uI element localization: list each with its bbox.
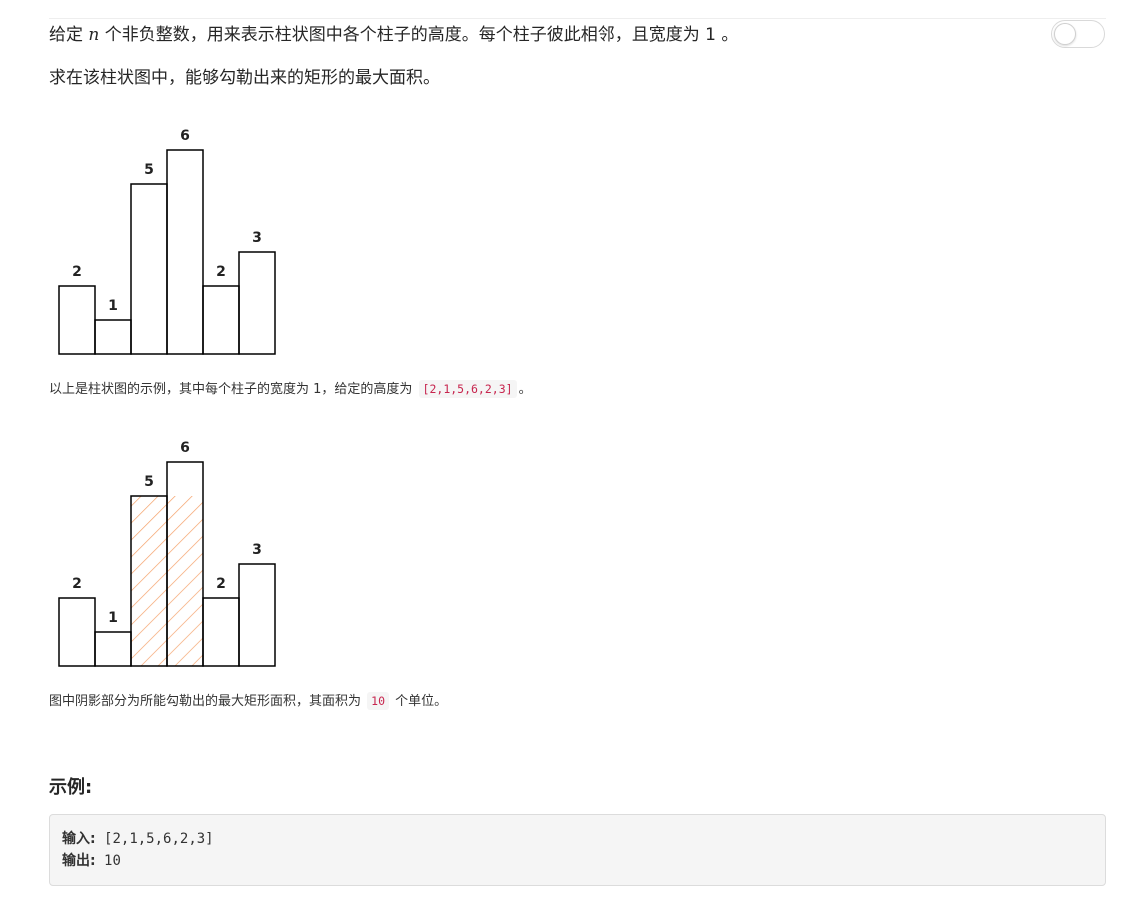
caption-2: 图中阴影部分为所能勾勒出的最大矩形面积，其面积为 10 个单位。 <box>49 691 447 712</box>
bar-1 <box>58 597 96 667</box>
input-label: 输入: <box>62 831 96 847</box>
bar-label-4: 6 <box>180 128 190 144</box>
bar-label-5: 2 <box>216 576 226 592</box>
output-label: 输出: <box>62 853 96 869</box>
bar-label-5: 2 <box>216 264 226 280</box>
bar-label-4: 6 <box>180 440 190 456</box>
bar-1 <box>58 285 96 355</box>
bar-6 <box>238 251 276 355</box>
histogram-figure-1: 2 1 5 6 2 3 <box>49 106 289 358</box>
bar-2 <box>94 319 132 355</box>
histogram-chart-1: 2 1 5 6 2 3 <box>58 128 276 355</box>
bar-label-2: 1 <box>108 298 118 314</box>
bar-3 <box>130 183 168 355</box>
description-paragraph-1: 给定 n 个非负整数，用来表示柱状图中各个柱子的高度。每个柱子彼此相邻，且宽度为… <box>49 24 738 46</box>
caption-1: 以上是柱状图的示例，其中每个柱子的宽度为 1，给定的高度为 [2,1,5,6,2… <box>49 379 532 400</box>
bar-4 <box>166 461 204 667</box>
toggle-switch[interactable] <box>1051 20 1105 48</box>
desc-text-1b: 个非负整数，用来表示柱状图中各个柱子的高度。每个柱子彼此相邻，且宽度为 1 。 <box>99 25 739 45</box>
bar-label-3: 5 <box>144 162 154 178</box>
input-value: [2,1,5,6,2,3] <box>95 831 214 847</box>
bar-4 <box>166 149 204 355</box>
output-value: 10 <box>95 853 121 869</box>
caption-2-end: 个单位。 <box>391 694 448 709</box>
bar-label-6: 3 <box>252 542 262 558</box>
bar-label-1: 2 <box>72 264 82 280</box>
toggle-knob <box>1054 23 1076 45</box>
heights-code: [2,1,5,6,2,3] <box>418 380 517 398</box>
caption-1-text: 以上是柱状图的示例，其中每个柱子的宽度为 1，给定的高度为 <box>49 382 417 397</box>
example-input-line: 输入: [2,1,5,6,2,3] <box>62 828 1093 850</box>
bar-2 <box>94 631 132 667</box>
description-paragraph-2: 求在该柱状图中，能够勾勒出来的矩形的最大面积。 <box>49 68 440 88</box>
bar-label-2: 1 <box>108 610 118 626</box>
caption-2-text: 图中阴影部分为所能勾勒出的最大矩形面积，其面积为 <box>49 694 366 709</box>
histogram-chart-2: 2 1 5 6 2 3 <box>58 440 276 667</box>
bar-label-1: 2 <box>72 576 82 592</box>
caption-1-end: 。 <box>518 382 532 397</box>
bar-5 <box>202 597 240 667</box>
area-code: 10 <box>367 692 389 710</box>
histogram-figure-2: 2 1 5 6 2 3 <box>49 418 289 670</box>
desc-text-1a: 给定 <box>49 25 89 45</box>
bar-label-6: 3 <box>252 230 262 246</box>
bar-label-3: 5 <box>144 474 154 490</box>
bar-5 <box>202 285 240 355</box>
example-code-block: 输入: [2,1,5,6,2,3] 输出: 10 <box>49 814 1106 886</box>
top-divider <box>49 18 1106 19</box>
example-output-line: 输出: 10 <box>62 850 1093 872</box>
var-n: n <box>88 25 100 45</box>
example-heading: 示例: <box>49 777 93 798</box>
bar-6 <box>238 563 276 667</box>
